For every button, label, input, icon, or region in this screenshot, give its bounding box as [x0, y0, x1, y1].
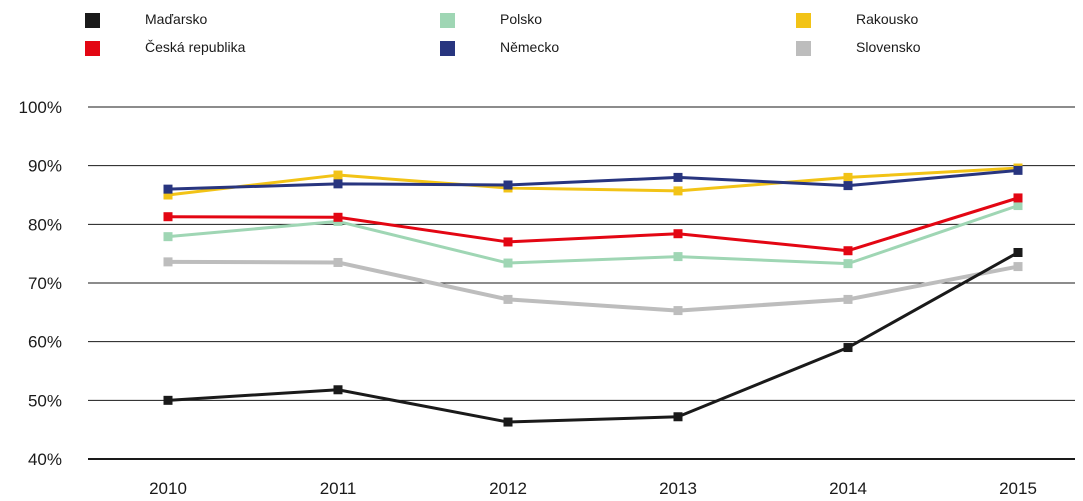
x-tick-label: 2010	[149, 479, 187, 498]
data-point-polsko	[163, 232, 173, 242]
legend-label-slovensko: Slovensko	[856, 39, 921, 55]
x-tick-label: 2015	[999, 479, 1037, 498]
data-point-česká-republika	[843, 246, 853, 256]
legend-label-madarsko: Maďarsko	[145, 11, 208, 27]
series-line-polsko	[167, 204, 1019, 266]
series-line-česká-republika	[167, 196, 1019, 253]
data-point-česká-republika	[1013, 193, 1023, 203]
data-point-polsko	[843, 259, 853, 269]
data-point-německo	[503, 180, 513, 190]
data-point-polsko	[673, 252, 683, 262]
y-tick-label: 50%	[28, 391, 62, 410]
data-point-německo	[163, 184, 173, 194]
data-point-česká-republika	[163, 212, 173, 222]
data-point-rakousko	[673, 186, 683, 196]
data-point-německo	[673, 172, 683, 182]
legend-swatch-slovensko	[796, 40, 811, 56]
data-point-rakousko	[843, 172, 853, 182]
series-line-slovensko	[167, 259, 1019, 313]
data-point-rakousko	[333, 170, 343, 180]
series-line-německo	[167, 168, 1019, 191]
legend-item-ceska-republika: Česká republika	[85, 38, 245, 58]
y-tick-label: 80%	[28, 215, 62, 234]
data-point-rakousko	[163, 190, 173, 200]
legend-swatch-rakousko	[796, 12, 811, 28]
data-point-česká-republika	[333, 212, 343, 222]
data-point-slovensko	[673, 306, 683, 316]
data-point-slovensko	[333, 257, 343, 267]
legend-label-nemecko: Německo	[500, 39, 560, 55]
legend-label-rakousko: Rakousko	[856, 11, 919, 27]
data-point-slovensko	[1013, 262, 1023, 272]
data-point-česká-republika	[503, 237, 513, 247]
x-tick-label: 2011	[320, 479, 357, 498]
data-point-maďarsko	[673, 412, 683, 422]
legend-item-nemecko: Německo	[440, 38, 559, 58]
series-line-rakousko	[167, 166, 1019, 197]
series-line-maďarsko	[167, 251, 1019, 424]
y-tick-label: 40%	[28, 450, 62, 469]
data-point-maďarsko	[503, 417, 513, 427]
y-tick-label: 100%	[19, 98, 62, 117]
legend-label-polsko: Polsko	[500, 11, 543, 27]
data-point-slovensko	[843, 294, 853, 304]
legend-swatch-polsko	[440, 12, 455, 28]
data-point-česká-republika	[673, 229, 683, 239]
data-point-polsko	[503, 258, 513, 268]
x-tick-label: 2014	[829, 479, 867, 498]
legend-item-rakousko: Rakousko	[796, 10, 918, 30]
data-point-slovensko	[163, 257, 173, 267]
x-tick-label: 2013	[659, 479, 697, 498]
legend-swatch-nemecko	[440, 40, 455, 56]
legend-label-ceska-republika: Česká republika	[145, 39, 246, 55]
legend-swatch-ceska-republika	[85, 40, 100, 56]
x-tick-label: 2012	[489, 479, 527, 498]
data-point-slovensko	[503, 294, 513, 304]
y-tick-label: 70%	[28, 274, 62, 293]
data-point-maďarsko	[333, 385, 343, 395]
y-tick-label: 90%	[28, 157, 62, 176]
legend-item-madarsko: Maďarsko	[85, 10, 207, 30]
y-tick-label: 60%	[28, 333, 62, 352]
data-point-polsko	[1013, 201, 1023, 211]
data-point-německo	[333, 179, 343, 189]
legend: Maďarsko Česká republika Polsko Německo …	[0, 0, 1083, 70]
data-point-maďarsko	[1013, 247, 1023, 257]
data-point-německo	[1013, 165, 1023, 175]
data-point-maďarsko	[163, 395, 173, 405]
data-point-maďarsko	[843, 343, 853, 353]
legend-item-slovensko: Slovensko	[796, 38, 921, 58]
legend-swatch-madarsko	[85, 12, 100, 28]
data-point-německo	[843, 181, 853, 191]
legend-item-polsko: Polsko	[440, 10, 542, 30]
